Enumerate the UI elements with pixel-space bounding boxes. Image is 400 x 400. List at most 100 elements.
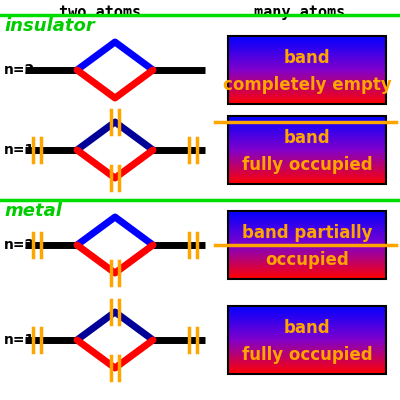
Bar <box>228 254 386 255</box>
Bar <box>228 65 386 66</box>
Bar <box>228 219 386 220</box>
Bar <box>228 226 386 227</box>
Bar <box>228 324 386 326</box>
Bar <box>228 142 386 143</box>
Bar <box>228 316 386 317</box>
Bar <box>228 54 386 55</box>
Bar <box>228 272 386 274</box>
Bar <box>228 167 386 168</box>
Bar <box>228 128 386 130</box>
Bar <box>228 136 386 137</box>
Bar <box>228 150 386 151</box>
Bar <box>228 156 386 158</box>
Bar <box>228 175 386 176</box>
Bar <box>228 257 386 258</box>
Bar <box>228 52 386 53</box>
Bar <box>228 333 386 334</box>
Bar <box>228 154 386 156</box>
Bar <box>228 212 386 214</box>
Bar <box>228 365 386 366</box>
Bar <box>228 221 386 222</box>
Bar <box>228 173 386 174</box>
Bar <box>228 358 386 360</box>
Bar <box>228 90 386 91</box>
Text: fully occupied: fully occupied <box>242 156 372 174</box>
Bar <box>228 360 386 361</box>
Bar <box>228 71 386 72</box>
Bar <box>228 103 386 104</box>
Bar <box>228 177 386 178</box>
Bar <box>228 373 386 374</box>
Bar <box>228 362 386 363</box>
Bar <box>228 100 386 101</box>
Bar <box>228 246 386 247</box>
Bar <box>228 268 386 269</box>
Bar <box>228 175 386 176</box>
Bar <box>228 98 386 99</box>
Bar <box>228 233 386 234</box>
Bar <box>228 334 386 335</box>
Text: band: band <box>284 319 330 337</box>
Bar <box>228 140 386 141</box>
Text: metal: metal <box>4 202 62 220</box>
Bar <box>228 82 386 83</box>
Bar <box>228 237 386 238</box>
Bar <box>228 211 386 212</box>
Bar <box>228 228 386 229</box>
Bar <box>228 344 386 345</box>
Bar <box>228 162 386 163</box>
Bar <box>228 272 386 273</box>
Bar <box>228 262 386 263</box>
Bar <box>228 363 386 364</box>
Text: band partially: band partially <box>242 224 372 242</box>
Bar <box>228 76 386 77</box>
Bar <box>228 350 386 352</box>
Bar <box>228 353 386 354</box>
Bar <box>228 318 386 319</box>
Bar <box>228 123 386 124</box>
Bar <box>228 88 386 90</box>
Bar <box>228 78 386 80</box>
Bar <box>228 180 386 181</box>
Bar <box>228 150 386 151</box>
Bar <box>228 244 386 245</box>
Bar <box>228 311 386 312</box>
Bar <box>228 307 386 308</box>
Bar <box>228 215 386 216</box>
Bar <box>228 365 386 366</box>
Bar <box>228 117 386 118</box>
Bar <box>228 64 386 65</box>
Bar <box>228 116 386 117</box>
Bar <box>228 324 386 325</box>
Bar <box>228 348 386 350</box>
Bar <box>228 96 386 97</box>
Bar <box>228 364 386 365</box>
Bar <box>228 344 386 346</box>
Text: insulator: insulator <box>4 17 95 35</box>
Bar <box>228 36 386 37</box>
Bar <box>228 214 386 216</box>
Bar <box>228 216 386 217</box>
Bar <box>228 172 386 173</box>
Bar <box>228 366 386 367</box>
Bar <box>228 251 386 252</box>
Bar <box>228 155 386 156</box>
Bar <box>228 248 386 250</box>
Bar <box>228 122 386 124</box>
Bar <box>228 116 386 117</box>
Bar <box>228 367 386 368</box>
Bar <box>228 252 386 253</box>
Bar <box>228 125 386 126</box>
Bar <box>228 259 386 260</box>
Bar <box>228 38 386 39</box>
Bar <box>228 116 386 184</box>
Bar <box>228 176 386 177</box>
Bar <box>228 317 386 318</box>
Bar <box>228 263 386 264</box>
Bar <box>228 168 386 170</box>
Bar <box>228 127 386 128</box>
Bar <box>228 322 386 324</box>
Bar <box>228 348 386 349</box>
Bar <box>228 170 386 172</box>
Bar <box>228 249 386 250</box>
